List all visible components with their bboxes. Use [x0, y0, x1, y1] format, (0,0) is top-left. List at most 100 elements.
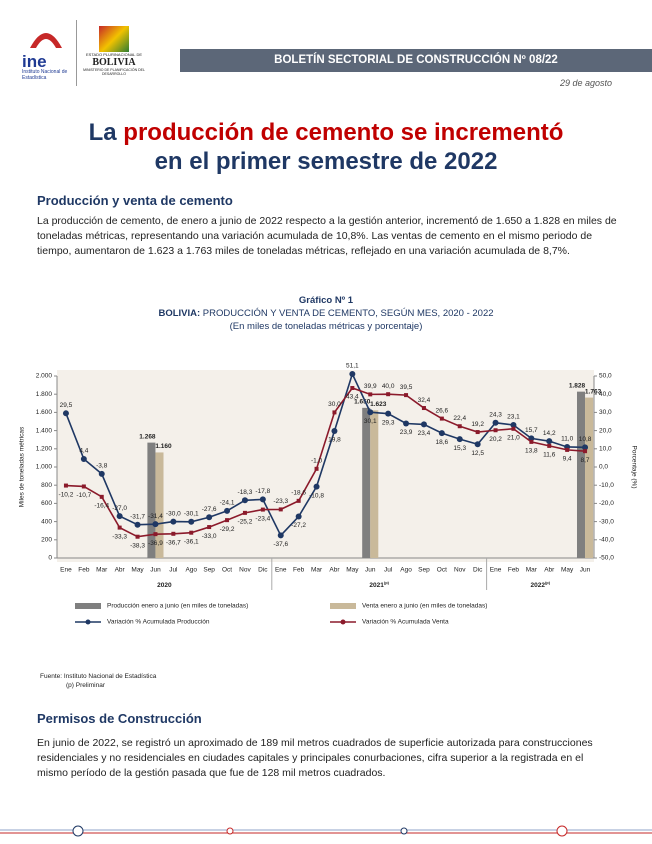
banner: BOLETÍN SECTORIAL DE CONSTRUCCIÓN Nº 08/…: [180, 49, 652, 72]
line-marker: [438, 430, 445, 437]
line-marker: [225, 518, 230, 523]
line-marker: [511, 426, 516, 431]
y-axis-label: Miles de toneladas métricas: [19, 426, 26, 507]
gov-logo: ESTADO PLURINACIONAL DE BOLIVIA MINISTER…: [82, 26, 146, 76]
y2-tick-label: 50,0: [599, 373, 612, 380]
data-label: -30,1: [184, 511, 199, 518]
x-tick-label: May: [561, 567, 574, 574]
bar-label: 1.763: [585, 388, 602, 395]
line-marker: [170, 518, 177, 525]
line-marker: [278, 507, 283, 512]
line-series: [65, 387, 586, 538]
line-marker: [583, 449, 588, 454]
y2-tick-label: 40,0: [599, 391, 612, 398]
line-marker: [296, 498, 301, 503]
line-marker: [260, 507, 265, 512]
x-tick-label: Nov: [454, 567, 466, 574]
group-note: (p): [384, 580, 390, 585]
x-tick-label: Jun: [150, 567, 161, 574]
data-label: 15,7: [525, 427, 538, 434]
line-marker: [439, 416, 444, 421]
data-label: -1,0: [311, 458, 323, 465]
legend-label: Venta enero a junio (en miles de tonelad…: [362, 603, 487, 610]
data-label: -37,6: [273, 541, 288, 548]
line-marker: [420, 421, 427, 428]
line-marker: [63, 483, 68, 488]
plot-background: [57, 370, 594, 562]
data-label: -27,2: [291, 522, 306, 529]
line-marker: [493, 428, 498, 433]
y2-tick-label: -30,0: [599, 518, 614, 525]
data-label: 22,4: [453, 415, 466, 422]
data-label: -36,1: [184, 538, 199, 545]
source: Fuente: Instituto Nacional de Estadístic…: [40, 672, 156, 690]
title-part: La: [88, 119, 124, 146]
divider: [76, 20, 77, 86]
data-label: -18,3: [238, 489, 253, 496]
data-label: 23,1: [507, 414, 520, 421]
data-label: -23,3: [273, 498, 288, 505]
data-label: 18,6: [436, 439, 449, 446]
data-label: 23,4: [418, 430, 431, 437]
line-marker: [386, 392, 391, 397]
data-label: -10,2: [59, 491, 74, 498]
x-tick-label: Ene: [275, 567, 287, 574]
source-line: Fuente: Instituto Nacional de Estadístic…: [40, 673, 157, 680]
x-tick-label: Jun: [580, 567, 591, 574]
data-label: -25,2: [238, 519, 253, 526]
legend-swatch: [75, 603, 101, 609]
y-tick-label: 400: [41, 518, 52, 525]
line-marker: [153, 532, 158, 537]
data-label: -17,8: [255, 488, 270, 495]
x-tick-label: Mar: [311, 567, 323, 574]
line-marker: [367, 409, 374, 416]
logo-sub: Instituto Nacional de Estadística: [22, 69, 68, 81]
line-marker: [117, 525, 122, 530]
y2-tick-label: 0,0: [599, 464, 608, 471]
line-marker: [457, 424, 462, 429]
line-marker: [259, 496, 266, 503]
line-marker: [314, 466, 319, 471]
footer-decoration: [0, 825, 652, 837]
bar: [155, 452, 164, 558]
data-label: 13,8: [525, 448, 538, 455]
line-marker: [529, 439, 534, 444]
line-marker: [492, 419, 499, 426]
data-label: 39,5: [400, 384, 413, 391]
line-marker: [456, 436, 463, 443]
y-tick-label: 600: [41, 500, 52, 507]
source-note: (p) Preliminar: [66, 682, 106, 689]
chart-country: BOLIVIA:: [158, 308, 201, 319]
line-marker: [241, 497, 248, 504]
bar-label: 1.268: [139, 433, 156, 440]
gov-name: BOLIVIA: [92, 57, 136, 68]
x-tick-label: Dic: [258, 567, 268, 574]
paragraph: La producción de cemento, de enero a jun…: [37, 215, 617, 257]
bar: [585, 397, 594, 558]
legend-swatch: [330, 603, 356, 609]
data-label: -30,0: [166, 510, 181, 517]
data-label: 29,3: [382, 419, 395, 426]
data-label: -10,7: [76, 492, 91, 499]
line-marker: [547, 443, 552, 448]
y2-axis-label: Porcentaje (%): [630, 446, 637, 489]
data-label: -16,4: [94, 503, 109, 510]
line-marker: [206, 514, 213, 521]
data-label: 15,3: [453, 445, 466, 452]
group-note: (p): [545, 580, 551, 585]
bar-label: 1.828: [569, 382, 586, 389]
title: La producción de cemento se incrementó e…: [0, 118, 652, 176]
data-label: 51,1: [346, 363, 359, 370]
legend-label: Variación % Acumulada Venta: [362, 619, 449, 626]
y2-tick-label: -20,0: [599, 500, 614, 507]
date: 29 de agosto: [559, 78, 612, 88]
line-marker: [332, 410, 337, 415]
x-tick-label: May: [346, 567, 359, 574]
data-label: 14,2: [543, 430, 556, 437]
line-marker: [295, 513, 302, 520]
line-marker: [368, 392, 373, 397]
data-label: -27,6: [202, 506, 217, 513]
bar-label: 1.650: [354, 399, 371, 406]
y2-tick-label: 20,0: [599, 427, 612, 434]
bar: [147, 442, 156, 558]
